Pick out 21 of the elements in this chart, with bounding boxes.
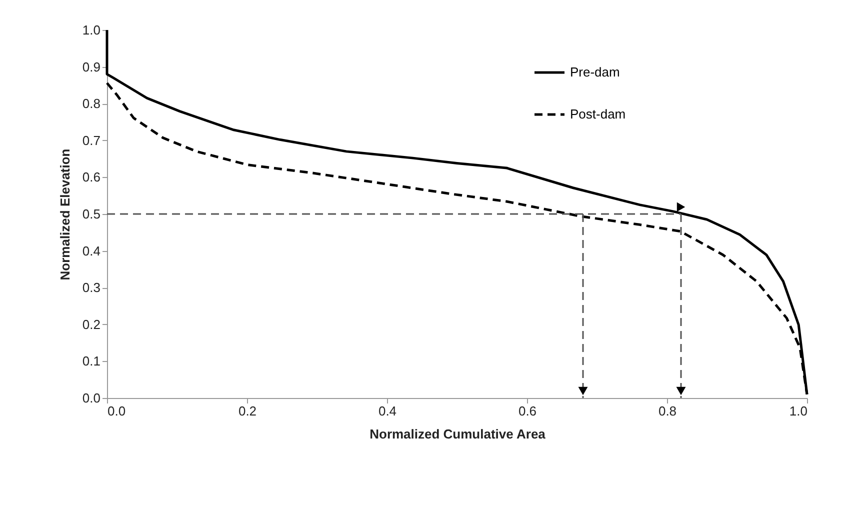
x-tick-label: 0.8 bbox=[658, 404, 677, 418]
x-tick-label: 0.4 bbox=[378, 404, 397, 418]
y-tick-label: 0.5 bbox=[82, 206, 100, 222]
y-tick-label: 0.9 bbox=[82, 59, 100, 74]
y-tick-label: 0.8 bbox=[82, 96, 100, 112]
y-tick-label: 0.6 bbox=[82, 170, 100, 185]
x-tick-label: 1.0 bbox=[789, 404, 808, 418]
y-tick-label: 0.0 bbox=[82, 390, 100, 406]
legend-label: Pre-dam bbox=[570, 64, 620, 80]
y-tick-label: 0.2 bbox=[82, 316, 100, 332]
x-tick-label: 0.2 bbox=[238, 404, 257, 418]
y-tick-label: 0.3 bbox=[82, 280, 100, 296]
y-tick-label: 0.4 bbox=[82, 243, 100, 258]
legend-label: Post-dam bbox=[570, 106, 626, 122]
y-tick-label: 0.1 bbox=[82, 354, 100, 369]
y-tick-label: 1.0 bbox=[82, 22, 100, 38]
y-tick-label: 0.7 bbox=[82, 132, 100, 148]
y-axis-title: Normalized Elevation bbox=[57, 148, 72, 280]
x-tick-label: 0.6 bbox=[518, 404, 537, 418]
x-axis-title: Normalized Cumulative Area bbox=[370, 426, 546, 442]
x-tick-label: 0.0 bbox=[108, 404, 126, 418]
